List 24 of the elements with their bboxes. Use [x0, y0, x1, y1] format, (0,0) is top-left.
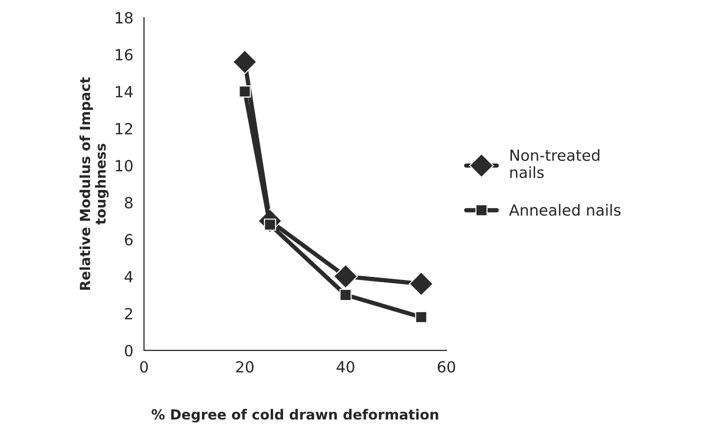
y-tick-label: 2	[124, 308, 132, 320]
y-tick-label: 12	[116, 122, 132, 134]
x-tick-label: 60	[438, 361, 456, 373]
y-tick-label: 14	[116, 86, 133, 98]
y-tick-label: 6	[124, 234, 133, 246]
point	[232, 50, 258, 74]
point	[408, 272, 434, 296]
y-tick-label: 4	[124, 271, 133, 282]
y-tick-label: 10	[116, 160, 133, 172]
point	[333, 264, 358, 289]
point	[415, 311, 428, 324]
point	[238, 85, 251, 98]
x-tick-label: 40	[336, 361, 354, 373]
point	[340, 288, 352, 301]
y-tick-label: 0	[124, 344, 133, 356]
x-tick-label: 20	[236, 361, 254, 373]
legend-label: Annealed nails	[509, 204, 620, 216]
x-axis-title: % Degree of cold drawn deformation	[152, 408, 438, 422]
legend-label: Non-treated nails	[510, 149, 600, 178]
y-tick-label: 18	[116, 12, 133, 24]
y-axis-title: Relative Modulus of Impact toughness	[79, 77, 109, 290]
x-tick-label: 0	[140, 361, 148, 373]
y-tick-label: 16	[116, 48, 133, 61]
y-tick-label: 8	[124, 196, 133, 208]
